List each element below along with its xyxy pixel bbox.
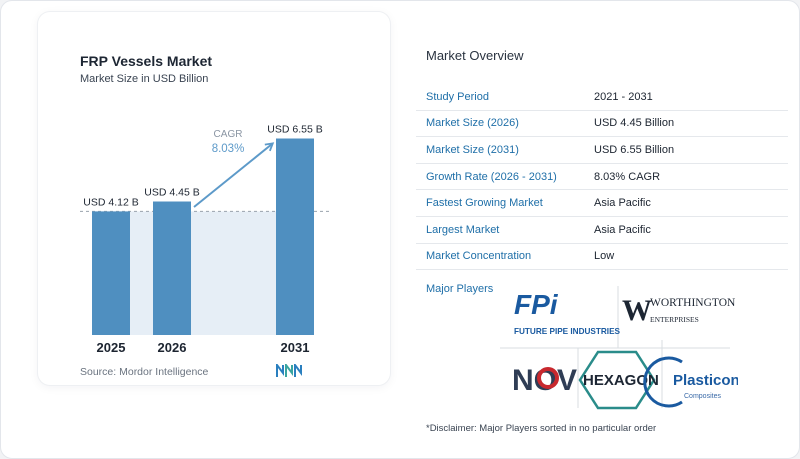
worthington-name: WORTHINGTON bbox=[650, 297, 736, 309]
nov-ring-icon bbox=[537, 367, 559, 389]
bar-2031 bbox=[276, 138, 314, 335]
overview-row-market-size-2031: Market Size (2031) USD 6.55 Billion bbox=[416, 137, 788, 164]
overview-value: Asia Pacific bbox=[594, 223, 651, 236]
overview-row-study-period: Study Period 2021 - 2031 bbox=[416, 84, 788, 111]
disclaimer: *Disclaimer: Major Players sorted in no … bbox=[426, 423, 657, 434]
mordor-intelligence-logo bbox=[276, 364, 302, 377]
overview-label: Market Size (2031) bbox=[426, 143, 519, 156]
worthington-sub: ENTERPRISES bbox=[650, 315, 699, 324]
bar-2026 bbox=[153, 201, 191, 335]
overview-row-fastest-growing: Fastest Growing Market Asia Pacific bbox=[416, 190, 788, 217]
overview-table: Study Period 2021 - 2031 Market Size (20… bbox=[416, 84, 788, 271]
x-tick-label: 2026 bbox=[158, 340, 187, 355]
bar-chart: USD 4.12 B 2025 USD 4.45 B 2026 USD 6.55 B 20… bbox=[80, 124, 330, 355]
overview-title: Market Overview bbox=[426, 48, 524, 63]
overview-value: 8.03% CAGR bbox=[594, 170, 661, 183]
overview-label: Growth Rate (2026 - 2031) bbox=[426, 170, 557, 183]
overview-row-largest-market: Largest Market Asia Pacific bbox=[416, 217, 788, 244]
major-players-label: Major Players bbox=[426, 283, 494, 295]
cagr-value: 8.03% bbox=[212, 143, 245, 155]
cagr-arrow bbox=[193, 142, 275, 208]
overview-value: USD 6.55 Billion bbox=[594, 143, 675, 156]
hexagon-mark: HEXAGON bbox=[583, 372, 659, 389]
plasticon-mark: Plasticon bbox=[673, 372, 738, 389]
hexagon-logo: HEXAGON bbox=[578, 350, 659, 410]
overview-label: Largest Market bbox=[426, 223, 500, 236]
nov-logo: NOV bbox=[512, 364, 577, 397]
chart-subtitle: Market Size in USD Billion bbox=[80, 73, 209, 85]
bar-2025 bbox=[92, 211, 130, 335]
source-note: Source: Mordor Intelligence bbox=[80, 366, 209, 378]
major-players-logos: FPi FUTURE PIPE INDUSTRIES W WORTHINGTON… bbox=[500, 286, 738, 410]
hexagon-shape-icon bbox=[578, 350, 656, 410]
overview-value: USD 4.45 Billion bbox=[594, 117, 675, 130]
bar-value-label: USD 4.12 B bbox=[83, 196, 138, 208]
x-tick-label: 2031 bbox=[281, 340, 310, 355]
plasticon-sub: Composites bbox=[684, 393, 721, 400]
overview-label: Study Period bbox=[426, 90, 489, 103]
overview-row-market-size-2026: Market Size (2026) USD 4.45 Billion bbox=[416, 111, 788, 138]
overview-value: Low bbox=[594, 250, 615, 263]
overview-label: Fastest Growing Market bbox=[426, 197, 543, 210]
overview-label: Market Concentration bbox=[426, 250, 532, 263]
overview-label: Market Size (2026) bbox=[426, 117, 519, 130]
overview-value: Asia Pacific bbox=[594, 197, 651, 210]
reference-band bbox=[130, 211, 276, 335]
plasticon-arc-icon bbox=[643, 356, 683, 408]
future-pipe-name: FUTURE PIPE INDUSTRIES bbox=[514, 327, 621, 336]
future-pipe-logo: FPi FUTURE PIPE INDUSTRIES bbox=[514, 289, 621, 336]
overview-value: 2021 - 2031 bbox=[594, 90, 653, 103]
future-pipe-mark: FPi bbox=[514, 289, 559, 320]
bar-value-label: USD 4.45 B bbox=[144, 187, 199, 199]
worthington-mark: W bbox=[622, 294, 652, 327]
plasticon-logo: Plasticon Composites bbox=[643, 356, 738, 408]
bar-value-label: USD 6.55 B bbox=[267, 124, 322, 136]
cagr-label: CAGR bbox=[214, 129, 243, 140]
chart-title: FRP Vessels Market bbox=[80, 53, 213, 69]
worthington-logo: W WORTHINGTON ENTERPRISES bbox=[622, 294, 736, 327]
overview-row-concentration: Market Concentration Low bbox=[416, 244, 788, 271]
x-tick-label: 2025 bbox=[97, 340, 126, 355]
overview-row-growth-rate: Growth Rate (2026 - 2031) 8.03% CAGR bbox=[416, 164, 788, 191]
